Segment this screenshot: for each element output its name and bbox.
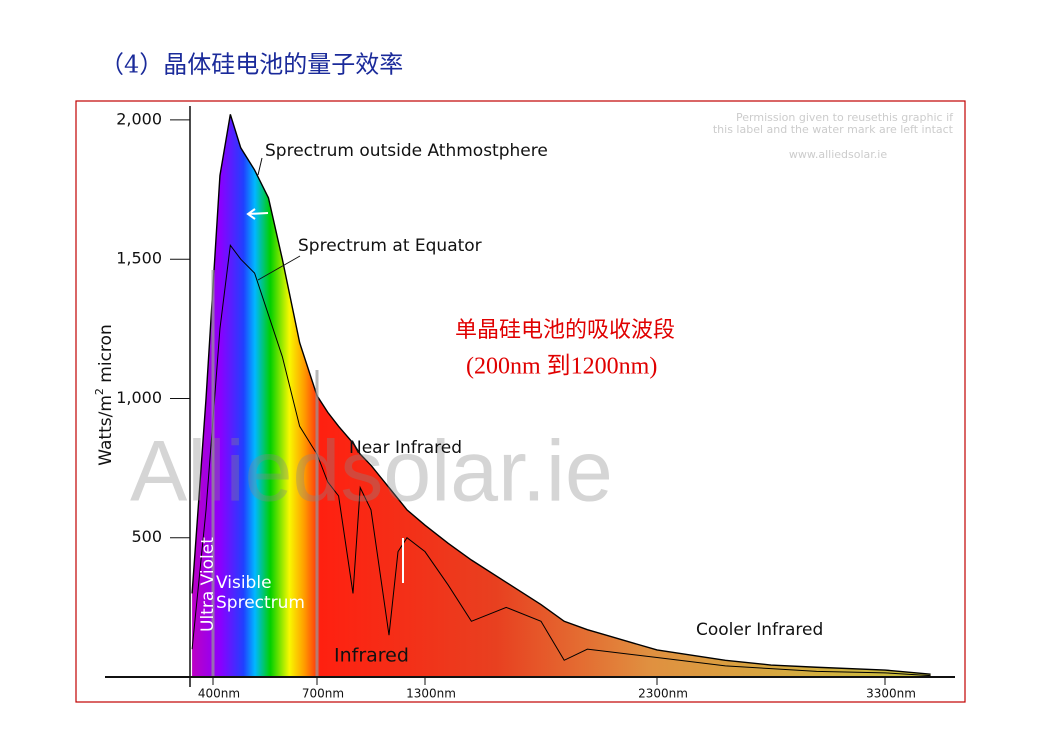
annotation: Visible xyxy=(216,573,272,593)
x-tick-label: 400nm xyxy=(198,687,240,701)
annotation: Ultra Violet xyxy=(198,537,218,632)
y-tick-label: 500 xyxy=(131,527,162,546)
y-tick-label: 1,000 xyxy=(116,388,162,407)
y-axis-label: Watts/m2 micron xyxy=(93,324,116,465)
y-label-sup: 2 xyxy=(93,388,106,395)
spectrum-line xyxy=(191,114,931,675)
pointer xyxy=(257,255,301,281)
permission: this label and the water mark are left i… xyxy=(713,123,954,136)
x-tick-label: 1300nm xyxy=(406,687,456,701)
annotation: Cooler Infrared xyxy=(696,620,823,640)
x-tick-label: 3300nm xyxy=(866,687,916,701)
annotation: Near Infrared xyxy=(349,438,462,458)
y-tick-label: 2,000 xyxy=(116,109,162,128)
note: 单晶硅电池的吸收波段 xyxy=(455,318,675,343)
frame xyxy=(75,100,966,703)
watermark: Alliedsolar.ie xyxy=(130,424,613,520)
spectrum-line xyxy=(191,243,931,677)
legend-label: Sprectrum outside Athmostphere xyxy=(265,141,548,161)
x-tick-label: 2300nm xyxy=(638,687,688,701)
y-label-text: Watts/m xyxy=(96,395,116,466)
spectrum-area xyxy=(192,114,931,678)
slide-title: （4）晶体硅电池的量子效率 xyxy=(100,51,403,79)
website: www.alliedsolar.ie xyxy=(789,148,887,161)
y-label-text: micron xyxy=(96,324,116,388)
legend-label: Sprectrum at Equator xyxy=(298,236,482,256)
note: (200nm 到1200nm) xyxy=(466,354,657,380)
pointer xyxy=(257,157,263,176)
annotation: Infrared xyxy=(334,645,409,667)
annotation: Sprectrum xyxy=(216,593,305,613)
plot: 500 1,000 1,500 2,000 400nm 700nm 1300nm 2300nm… xyxy=(105,106,955,701)
y-tick-label: 1,500 xyxy=(116,249,162,268)
permission: Permission given to reusethis graphic if xyxy=(736,111,954,124)
x-tick-label: 700nm xyxy=(302,687,344,701)
arrow xyxy=(246,208,269,220)
